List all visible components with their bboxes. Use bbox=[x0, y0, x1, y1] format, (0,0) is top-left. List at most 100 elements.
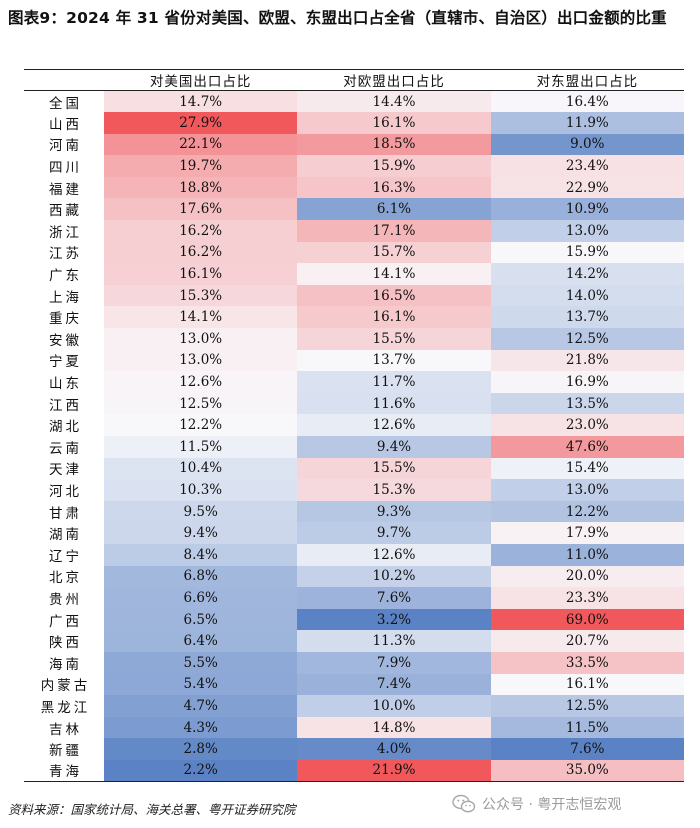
cell-us-share: 6.4% bbox=[104, 630, 298, 652]
cell-eu-share: 10.0% bbox=[297, 695, 491, 717]
export-share-table: 对美国出口占比 对欧盟出口占比 对东盟出口占比 全国 14.7% 14.4% 16.4… bbox=[24, 69, 684, 782]
cell-asean-share: 23.3% bbox=[490, 587, 684, 609]
cell-province: 广西 bbox=[49, 613, 82, 630]
cell-eu-share: 3.2% bbox=[297, 608, 491, 631]
cell-province: 安徽 bbox=[49, 332, 82, 349]
table-row: 江苏 16.2% 15.7% 15.9% bbox=[24, 241, 684, 264]
cell-eu-share: 15.7% bbox=[297, 241, 491, 264]
cell-us-share: 16.1% bbox=[104, 263, 298, 285]
cell-eu-share: 16.1% bbox=[297, 306, 491, 329]
cell-us-share: 12.5% bbox=[104, 392, 298, 415]
cell-asean-share: 47.6% bbox=[490, 436, 684, 458]
cell-province: 内蒙古 bbox=[40, 678, 91, 695]
cell-eu-share: 14.4% bbox=[297, 90, 491, 113]
cell-asean-share: 9.0% bbox=[490, 133, 684, 156]
cell-asean-share: 20.7% bbox=[490, 630, 684, 652]
table-body: 全国 14.7% 14.4% 16.4% 山西 27.9% 16.1% 11.9% 河南 22.1… bbox=[24, 90, 684, 782]
cell-asean-share: 23.4% bbox=[490, 155, 684, 177]
cell-province: 山西 bbox=[49, 116, 82, 133]
cell-asean-share: 16.1% bbox=[490, 673, 684, 696]
table-row: 湖北 12.2% 12.6% 23.0% bbox=[24, 414, 684, 436]
cell-eu-share: 15.5% bbox=[297, 457, 491, 480]
table-row: 北京 6.8% 10.2% 20.0% bbox=[24, 565, 684, 588]
cell-us-share: 16.2% bbox=[104, 220, 298, 242]
table-row: 广西 6.5% 3.2% 69.0% bbox=[24, 608, 684, 631]
header-us-share: 对美国出口占比 bbox=[104, 69, 298, 91]
cell-asean-share: 35.0% bbox=[490, 759, 684, 782]
cell-us-share: 4.3% bbox=[104, 716, 298, 739]
cell-province: 河北 bbox=[49, 483, 82, 500]
cell-province: 黑龙江 bbox=[40, 699, 91, 716]
cell-asean-share: 21.8% bbox=[490, 349, 684, 372]
cell-us-share: 2.2% bbox=[104, 759, 298, 782]
cell-asean-share: 17.9% bbox=[490, 522, 684, 544]
cell-us-share: 2.8% bbox=[104, 738, 298, 760]
table-row: 重庆 14.1% 16.1% 13.7% bbox=[24, 306, 684, 329]
cell-province: 全国 bbox=[49, 95, 82, 112]
table-row: 上海 15.3% 16.5% 14.0% bbox=[24, 284, 684, 307]
cell-asean-share: 14.2% bbox=[490, 263, 684, 285]
cell-eu-share: 16.1% bbox=[297, 112, 491, 134]
table-row: 辽宁 8.4% 12.6% 11.0% bbox=[24, 543, 684, 566]
table-row: 吉林 4.3% 14.8% 11.5% bbox=[24, 716, 684, 739]
watermark: 公众号 · 粤开志恒宏观 bbox=[452, 792, 621, 816]
cell-eu-share: 12.6% bbox=[297, 414, 491, 436]
cell-us-share: 17.6% bbox=[104, 198, 298, 221]
table-row: 内蒙古 5.4% 7.4% 16.1% bbox=[24, 673, 684, 696]
cell-province: 北京 bbox=[49, 570, 82, 587]
source-note: 资料来源：国家统计局、海关总署、粤开证券研究院 bbox=[8, 802, 296, 817]
cell-us-share: 8.4% bbox=[104, 543, 298, 566]
cell-eu-share: 11.7% bbox=[297, 371, 491, 393]
cell-asean-share: 13.0% bbox=[490, 220, 684, 242]
cell-eu-share: 7.9% bbox=[297, 651, 491, 674]
cell-asean-share: 11.9% bbox=[490, 112, 684, 134]
cell-us-share: 19.7% bbox=[104, 155, 298, 177]
cell-asean-share: 15.9% bbox=[490, 241, 684, 264]
header-asean-share: 对东盟出口占比 bbox=[490, 69, 684, 91]
cell-us-share: 16.2% bbox=[104, 241, 298, 264]
cell-asean-share: 22.9% bbox=[490, 176, 684, 199]
cell-province: 江苏 bbox=[49, 246, 82, 263]
table-header-row: 对美国出口占比 对欧盟出口占比 对东盟出口占比 bbox=[24, 69, 684, 91]
cell-us-share: 27.9% bbox=[104, 112, 298, 134]
cell-eu-share: 14.1% bbox=[297, 263, 491, 285]
cell-us-share: 6.8% bbox=[104, 565, 298, 588]
cell-asean-share: 11.0% bbox=[490, 543, 684, 566]
cell-province: 西藏 bbox=[49, 203, 82, 220]
cell-province: 广东 bbox=[49, 268, 82, 285]
table-row: 云南 11.5% 9.4% 47.6% bbox=[24, 436, 684, 458]
cell-us-share: 22.1% bbox=[104, 133, 298, 156]
cell-eu-share: 9.3% bbox=[297, 500, 491, 523]
cell-eu-share: 4.0% bbox=[297, 738, 491, 760]
cell-asean-share: 12.5% bbox=[490, 328, 684, 350]
cell-eu-share: 11.6% bbox=[297, 392, 491, 415]
table-row: 贵州 6.6% 7.6% 23.3% bbox=[24, 587, 684, 609]
cell-eu-share: 18.5% bbox=[297, 133, 491, 156]
cell-province: 河南 bbox=[49, 138, 82, 155]
cell-asean-share: 11.5% bbox=[490, 716, 684, 739]
cell-province: 辽宁 bbox=[49, 548, 82, 565]
cell-province: 海南 bbox=[49, 656, 82, 673]
cell-us-share: 12.6% bbox=[104, 371, 298, 393]
cell-us-share: 18.8% bbox=[104, 176, 298, 199]
cell-eu-share: 10.2% bbox=[297, 565, 491, 588]
cell-eu-share: 7.6% bbox=[297, 587, 491, 609]
cell-us-share: 9.5% bbox=[104, 500, 298, 523]
table-row: 四川 19.7% 15.9% 23.4% bbox=[24, 155, 684, 177]
cell-eu-share: 9.7% bbox=[297, 522, 491, 544]
table-row: 陕西 6.4% 11.3% 20.7% bbox=[24, 630, 684, 652]
cell-us-share: 14.1% bbox=[104, 306, 298, 329]
cell-province: 宁夏 bbox=[49, 354, 82, 371]
table-row: 广东 16.1% 14.1% 14.2% bbox=[24, 263, 684, 285]
table-row: 山西 27.9% 16.1% 11.9% bbox=[24, 112, 684, 134]
watermark-text: 公众号 · 粤开志恒宏观 bbox=[482, 797, 622, 813]
table-row: 宁夏 13.0% 13.7% 21.8% bbox=[24, 349, 684, 372]
table-row: 河南 22.1% 18.5% 9.0% bbox=[24, 133, 684, 156]
cell-us-share: 10.3% bbox=[104, 479, 298, 501]
cell-asean-share: 13.0% bbox=[490, 479, 684, 501]
cell-province: 浙江 bbox=[49, 224, 82, 241]
cell-us-share: 9.4% bbox=[104, 522, 298, 544]
cell-asean-share: 12.2% bbox=[490, 500, 684, 523]
cell-province: 湖北 bbox=[49, 419, 82, 436]
cell-us-share: 6.6% bbox=[104, 587, 298, 609]
